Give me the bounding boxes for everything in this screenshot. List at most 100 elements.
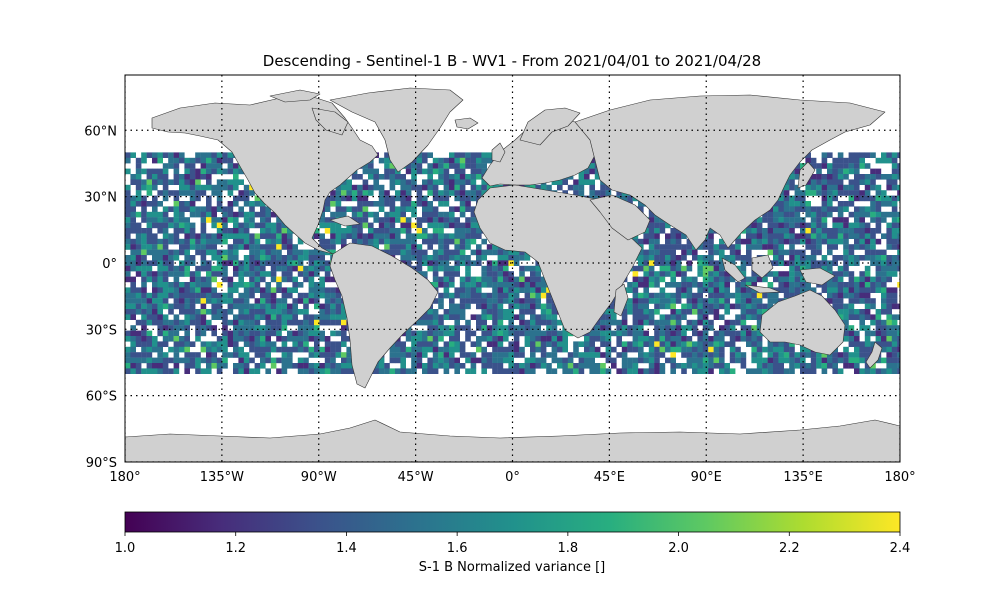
data-cell bbox=[794, 163, 801, 169]
data-cell bbox=[443, 233, 450, 239]
data-cell bbox=[465, 163, 471, 169]
data-cell bbox=[227, 330, 234, 337]
land-asia bbox=[574, 94, 886, 251]
data-cell bbox=[476, 357, 482, 364]
data-cell bbox=[125, 314, 131, 320]
data-cell bbox=[427, 217, 433, 223]
data-cell bbox=[751, 228, 757, 234]
data-cell bbox=[152, 298, 158, 304]
data-cell bbox=[265, 357, 271, 364]
data-cell bbox=[805, 201, 811, 207]
data-cell bbox=[697, 314, 703, 320]
data-cell bbox=[524, 309, 531, 315]
data-cell bbox=[168, 217, 174, 223]
data-cell bbox=[157, 363, 163, 369]
data-cell bbox=[465, 282, 471, 288]
data-cell bbox=[249, 201, 255, 207]
data-cell bbox=[891, 352, 898, 358]
data-cell bbox=[800, 357, 806, 364]
lon-tick-label: 180° bbox=[109, 470, 140, 485]
data-cell bbox=[513, 346, 520, 353]
data-cell bbox=[319, 292, 325, 299]
data-cell bbox=[141, 298, 147, 304]
data-cell bbox=[146, 201, 153, 207]
data-cell bbox=[627, 303, 633, 310]
data-cell bbox=[756, 298, 763, 304]
data-cell bbox=[648, 228, 655, 234]
data-cell bbox=[557, 357, 563, 364]
data-cell bbox=[481, 346, 487, 353]
data-cell bbox=[405, 352, 412, 358]
data-cell bbox=[168, 255, 174, 261]
data-cell bbox=[702, 325, 709, 331]
data-cell bbox=[281, 363, 288, 369]
data-cell bbox=[681, 325, 687, 331]
data-cell bbox=[179, 184, 185, 191]
data-cell bbox=[211, 238, 217, 245]
data-cell bbox=[168, 346, 174, 353]
data-cell bbox=[270, 309, 277, 315]
data-cell bbox=[303, 341, 309, 347]
land-africa bbox=[473, 184, 643, 339]
data-cell bbox=[557, 330, 563, 337]
data-cell bbox=[195, 314, 201, 320]
data-cell bbox=[713, 292, 720, 299]
data-cell bbox=[427, 238, 433, 245]
data-cell bbox=[303, 346, 309, 353]
data-cell bbox=[162, 303, 169, 310]
data-cell bbox=[594, 325, 601, 331]
data-cell bbox=[335, 303, 342, 310]
data-cell bbox=[481, 325, 487, 331]
data-cell bbox=[233, 238, 239, 245]
data-cell bbox=[843, 303, 849, 310]
data-cell bbox=[411, 168, 417, 175]
data-cell bbox=[432, 265, 439, 272]
data-cell bbox=[308, 346, 315, 353]
data-cell bbox=[362, 201, 369, 207]
data-cell bbox=[886, 319, 892, 326]
data-cell bbox=[233, 195, 239, 202]
data-cell bbox=[195, 292, 201, 299]
data-cell bbox=[643, 336, 649, 342]
data-cell bbox=[492, 271, 498, 277]
data-cell bbox=[184, 341, 190, 347]
data-cell bbox=[454, 325, 460, 331]
data-cell bbox=[864, 228, 871, 234]
data-cell bbox=[843, 157, 849, 164]
data-cell bbox=[735, 244, 741, 250]
data-cell bbox=[308, 352, 315, 358]
data-cell bbox=[454, 184, 460, 191]
data-cell bbox=[524, 319, 531, 326]
data-cell bbox=[659, 336, 666, 342]
data-cell bbox=[794, 238, 801, 245]
data-cell bbox=[843, 292, 849, 299]
data-cell bbox=[319, 276, 325, 283]
data-cell bbox=[756, 276, 763, 283]
data-cell bbox=[454, 195, 460, 202]
data-cell bbox=[281, 298, 288, 304]
data-cell bbox=[341, 190, 347, 196]
data-cell bbox=[891, 184, 898, 191]
data-cell bbox=[708, 271, 714, 277]
data-cell bbox=[767, 217, 774, 223]
data-cell bbox=[200, 282, 207, 288]
data-cell bbox=[443, 282, 450, 288]
data-cell bbox=[497, 330, 504, 337]
data-cell bbox=[859, 163, 865, 169]
data-cell bbox=[729, 303, 736, 310]
data-cell bbox=[670, 233, 676, 239]
data-cell bbox=[184, 352, 190, 358]
data-cell bbox=[659, 249, 666, 256]
data-cell bbox=[254, 363, 261, 369]
data-cell bbox=[708, 265, 714, 272]
data-cell bbox=[508, 255, 514, 261]
data-cell bbox=[805, 363, 811, 369]
data-cell bbox=[449, 174, 455, 180]
data-cell bbox=[638, 341, 644, 347]
data-cell bbox=[324, 303, 331, 310]
data-cell bbox=[324, 298, 331, 304]
data-cell bbox=[881, 336, 887, 342]
data-cell bbox=[173, 363, 180, 369]
data-cell bbox=[135, 168, 142, 175]
data-cell bbox=[254, 211, 261, 218]
